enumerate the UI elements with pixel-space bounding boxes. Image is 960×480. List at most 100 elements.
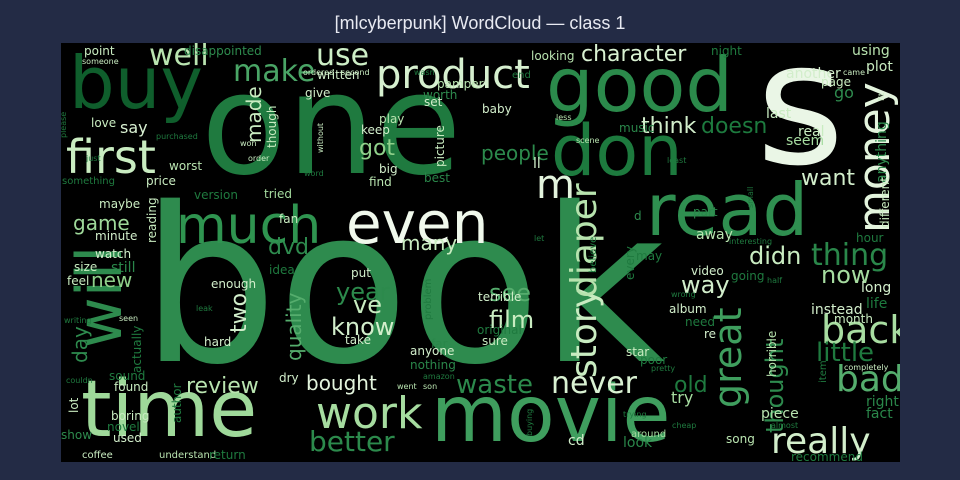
word-away: away (696, 227, 733, 243)
word-used: used (113, 431, 142, 445)
word-worst: worst (169, 159, 202, 173)
word-love: love (91, 116, 116, 130)
word-worth: worth (423, 88, 457, 102)
word-dry: dry (279, 371, 299, 385)
word-right: right (866, 394, 899, 410)
word-pretty: pretty (651, 364, 675, 373)
word-least: least (667, 156, 686, 165)
word-hour: hour (856, 231, 884, 245)
word-take: take (345, 333, 371, 347)
word-cloud: book one s time movie good buy don read even will m… (61, 43, 900, 462)
word-something: something (62, 176, 115, 187)
word-went: went (397, 382, 417, 391)
word-buying: buying (525, 409, 534, 436)
word-found: found (114, 380, 148, 394)
word-idea: idea (269, 263, 295, 277)
word-hard: hard (204, 335, 231, 349)
word-let: let (534, 234, 544, 243)
word-reading: reading (145, 197, 159, 243)
word-cd: cd (568, 433, 585, 449)
word-put: put (351, 266, 371, 280)
word-two: two (227, 293, 252, 333)
word-even: even (346, 189, 488, 257)
word-diaper: diaper (564, 183, 605, 298)
word-book: book (141, 161, 665, 412)
word-thought: thought (761, 339, 789, 433)
word-quality: quality (282, 292, 306, 361)
word-original: original (477, 323, 522, 337)
word-came: came (843, 68, 865, 77)
word-play: play (379, 112, 404, 126)
word-time: time (81, 365, 257, 455)
word-well: well (149, 43, 209, 73)
word-video: video (691, 264, 724, 278)
word-much: much (176, 196, 321, 256)
word-writing: writing (64, 316, 92, 325)
word-actually: actually (130, 326, 144, 373)
word-page: page (821, 75, 851, 89)
word-enough: enough (211, 277, 256, 291)
word-leak: leak (196, 304, 213, 313)
word-show: show (61, 428, 92, 442)
word-may: may (636, 249, 662, 263)
word-plot: plot (866, 59, 893, 75)
word-sound: sound (109, 369, 145, 383)
word-ordered: ordered (303, 68, 334, 77)
word-find: find (369, 175, 392, 189)
word-review: review (186, 374, 259, 399)
word-long: long (861, 280, 891, 296)
word-boring: boring (111, 409, 149, 423)
word-money: money (849, 82, 900, 233)
word-author: author (170, 383, 184, 423)
word-back: back (821, 308, 900, 352)
word-picture: picture (433, 125, 447, 167)
word-thing: thing (811, 238, 888, 273)
word-doesn: doesn (701, 114, 767, 139)
word-really: really (771, 421, 871, 462)
word-many: many (401, 231, 457, 255)
word-fact: fact (866, 406, 893, 422)
word-trying: trying (623, 410, 647, 419)
word-know: know (331, 313, 394, 341)
word-wrong: wrong (671, 290, 696, 299)
word-s: s (756, 43, 845, 204)
word-baby: baby (482, 102, 512, 116)
word-ve: ve (353, 291, 382, 319)
word-believe: believe (588, 237, 599, 273)
word-small: small (746, 187, 755, 208)
word-word: word (304, 169, 324, 178)
word-minute: minute (95, 229, 137, 243)
word-buy: buy (69, 43, 203, 125)
word-month: month (834, 312, 873, 326)
word-don: don (551, 110, 683, 192)
word-just: just (85, 154, 101, 163)
word-never: never (551, 366, 638, 401)
word-look: look (623, 435, 653, 451)
word-waste: waste (456, 370, 533, 400)
word-think: think (641, 114, 697, 139)
word-day: day (68, 326, 92, 363)
word-re: re (704, 327, 716, 341)
word-now: now (821, 261, 871, 289)
word-different: different (878, 177, 892, 228)
word-better: better (309, 425, 395, 458)
word-item: item (818, 360, 829, 383)
word-great: great (706, 308, 750, 408)
word-album: album (669, 302, 707, 316)
word-little: little (816, 338, 874, 368)
word-wasn: wasn (414, 68, 435, 77)
word-watch: watch (95, 247, 131, 261)
word-story: story (564, 287, 605, 378)
word-using: using (852, 43, 890, 59)
word-another: another (786, 66, 841, 82)
word-bought: bought (306, 371, 377, 395)
word-m: m (536, 162, 575, 208)
word-around: around (631, 429, 666, 440)
word-nothing: nothing (410, 358, 456, 372)
word-going: going (731, 269, 765, 283)
word-pamper: pamper (437, 77, 484, 91)
word-need: need (685, 315, 715, 329)
word-big: big (379, 162, 398, 176)
word-character: character (581, 43, 687, 67)
